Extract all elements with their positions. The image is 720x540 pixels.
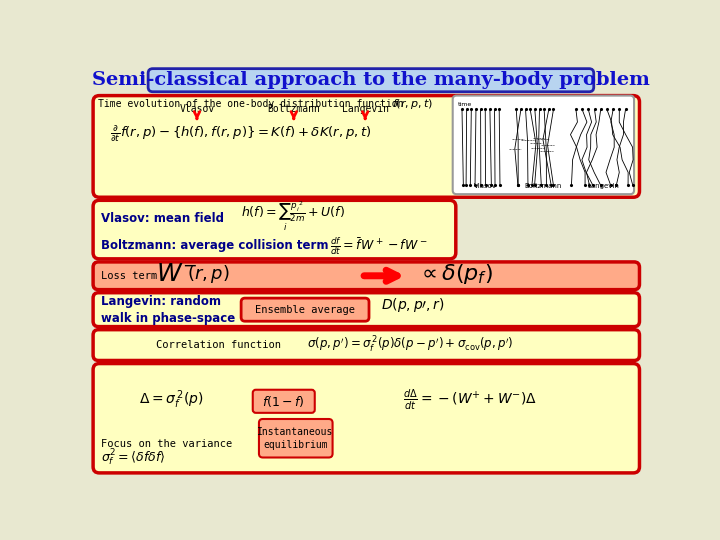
FancyBboxPatch shape: [453, 96, 634, 194]
Text: $\propto \delta(p_{f})$: $\propto \delta(p_{f})$: [417, 262, 493, 286]
Text: Loss term: Loss term: [101, 271, 157, 281]
FancyBboxPatch shape: [259, 419, 333, 457]
Text: Langevin: Langevin: [341, 104, 389, 114]
Text: Langevin: Langevin: [587, 183, 619, 189]
Text: $f(r, p, t)$: $f(r, p, t)$: [392, 97, 433, 111]
FancyBboxPatch shape: [241, 298, 369, 321]
Text: $\frac{df}{dt} = \bar{f}W^+ - fW^-$: $\frac{df}{dt} = \bar{f}W^+ - fW^-$: [330, 235, 428, 256]
Text: Vlasov: mean field: Vlasov: mean field: [101, 212, 224, 225]
Text: Semi-classical approach to the many-body problem: Semi-classical approach to the many-body…: [91, 71, 649, 89]
FancyBboxPatch shape: [93, 293, 639, 327]
Text: Vlasov: Vlasov: [474, 183, 497, 189]
Text: $\Delta = \sigma_f^{\,2}(p)$: $\Delta = \sigma_f^{\,2}(p)$: [139, 388, 204, 411]
Text: $W^{-}$: $W^{-}$: [156, 262, 197, 286]
Text: Boltzmann: Boltzmann: [267, 104, 320, 114]
Text: Boltzmann: Boltzmann: [525, 183, 562, 189]
Text: Instantaneous
equilibrium: Instantaneous equilibrium: [257, 427, 333, 450]
Text: $\frac{\partial}{\partial t}f(r,p) - \{h(f), f(r,p)\} = K(f) + \delta K(r,p,t)$: $\frac{\partial}{\partial t}f(r,p) - \{h…: [110, 124, 372, 145]
Text: time: time: [457, 102, 472, 107]
Text: Ensemble average: Ensemble average: [255, 305, 355, 315]
Text: Langevin: random
walk in phase-space: Langevin: random walk in phase-space: [101, 295, 235, 325]
Text: Boltzmann: average collision term: Boltzmann: average collision term: [101, 239, 328, 252]
Text: $\sigma^2_f = \langle\delta f\delta f\rangle$: $\sigma^2_f = \langle\delta f\delta f\ra…: [101, 447, 166, 468]
FancyBboxPatch shape: [253, 390, 315, 413]
Text: Correlation function: Correlation function: [156, 340, 281, 350]
FancyBboxPatch shape: [93, 96, 639, 197]
Text: $h(f) = \sum_i \frac{p_i^{\ 2}}{2m} + U(f)$: $h(f) = \sum_i \frac{p_i^{\ 2}}{2m} + U(…: [241, 200, 345, 233]
Text: $(r, p)$: $(r, p)$: [187, 263, 230, 285]
FancyBboxPatch shape: [93, 200, 456, 259]
FancyBboxPatch shape: [93, 330, 639, 361]
FancyBboxPatch shape: [148, 69, 594, 92]
Text: $D(p,p\prime,r)$: $D(p,p\prime,r)$: [381, 296, 444, 314]
Text: Focus on the variance: Focus on the variance: [101, 438, 232, 449]
FancyBboxPatch shape: [93, 262, 639, 289]
Text: $\sigma(p,p^{\prime}) = \sigma_f^{\,2}(p)\delta(p-p^{\prime}) + \sigma_{\rm cov}: $\sigma(p,p^{\prime}) = \sigma_f^{\,2}(p…: [307, 335, 513, 355]
Text: Vlasov: Vlasov: [179, 104, 215, 114]
FancyBboxPatch shape: [93, 363, 639, 473]
Text: $f(1-f)$: $f(1-f)$: [262, 394, 305, 409]
Text: Time evolution of the one-body distribution function: Time evolution of the one-body distribut…: [98, 99, 403, 109]
Text: $\frac{d\Delta}{dt} = -(W^{+} + W^{-})\Delta$: $\frac{d\Delta}{dt} = -(W^{+} + W^{-})\D…: [402, 388, 537, 412]
